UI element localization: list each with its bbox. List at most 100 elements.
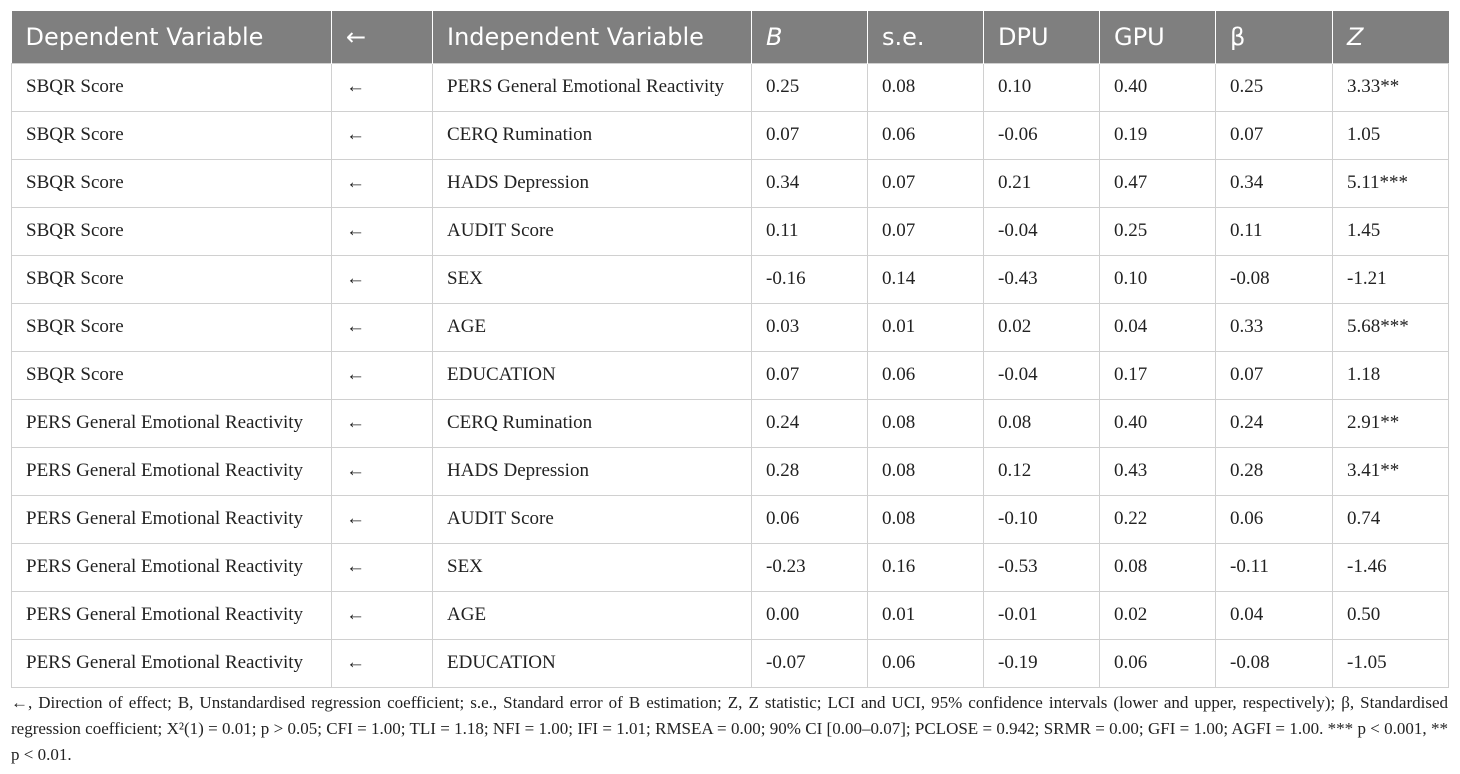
cell-gpu: 0.10 [1099,254,1216,304]
cell-dpu: -0.43 [983,254,1100,304]
cell-b: -0.16 [751,254,868,304]
cell-beta: 0.33 [1215,302,1333,352]
cell-se: 0.07 [867,158,984,208]
cell-beta: 0.34 [1215,158,1333,208]
cell-beta: 0.07 [1215,110,1333,160]
header-gpu: GPU [1099,11,1216,63]
header-dpu: DPU [983,11,1100,63]
header-beta: β [1215,11,1333,63]
cell-se: 0.08 [867,62,984,112]
cell-direction-arrow: ← [331,398,433,448]
cell-beta: 0.11 [1215,206,1333,256]
cell-b: -0.07 [751,638,868,688]
cell-dependent-variable: SBQR Score [11,254,332,304]
cell-gpu: 0.17 [1099,350,1216,400]
table-row: PERS General Emotional Reactivity ← AGE 0.0… [11,590,1449,640]
cell-direction-arrow: ← [331,590,433,640]
cell-beta: 0.04 [1215,590,1333,640]
cell-gpu: 0.43 [1099,446,1216,496]
table-row: SBQR Score ← EDUCATION 0.07 0.06 -0.04 0.17 0.0… [11,350,1449,400]
header-se: s.e. [867,11,984,63]
cell-dependent-variable: PERS General Emotional Reactivity [11,494,332,544]
regression-table-container: Dependent Variable ← Independent Variable B… [11,11,1449,688]
cell-dpu: -0.06 [983,110,1100,160]
table-row: SBQR Score ← AGE 0.03 0.01 0.02 0.04 0.33 5.68**… [11,302,1449,352]
cell-se: 0.07 [867,206,984,256]
cell-se: 0.16 [867,542,984,592]
cell-se: 0.06 [867,350,984,400]
cell-direction-arrow: ← [331,542,433,592]
cell-z: 0.50 [1332,590,1449,640]
cell-dpu: -0.10 [983,494,1100,544]
cell-direction-arrow: ← [331,350,433,400]
cell-b: 0.34 [751,158,868,208]
cell-b: 0.07 [751,350,868,400]
cell-beta: 0.24 [1215,398,1333,448]
cell-z: 1.18 [1332,350,1449,400]
cell-dpu: -0.04 [983,206,1100,256]
cell-b: 0.00 [751,590,868,640]
cell-z: -1.21 [1332,254,1449,304]
cell-dependent-variable: SBQR Score [11,110,332,160]
table-row: PERS General Emotional Reactivity ← SEX -0.… [11,542,1449,592]
cell-gpu: 0.04 [1099,302,1216,352]
cell-z: -1.46 [1332,542,1449,592]
table-row: SBQR Score ← PERS General Emotional Reacti… [11,62,1449,112]
table-header: Dependent Variable ← Independent Variable B… [11,11,1449,63]
cell-dependent-variable: PERS General Emotional Reactivity [11,590,332,640]
cell-b: 0.25 [751,62,868,112]
cell-gpu: 0.19 [1099,110,1216,160]
cell-dependent-variable: PERS General Emotional Reactivity [11,542,332,592]
cell-z: 5.11*** [1332,158,1449,208]
header-direction-arrow: ← [331,11,433,63]
cell-independent-variable: SEX [432,542,752,592]
cell-b: 0.28 [751,446,868,496]
cell-z: 3.41** [1332,446,1449,496]
cell-direction-arrow: ← [331,446,433,496]
cell-beta: 0.25 [1215,62,1333,112]
cell-dpu: -0.53 [983,542,1100,592]
cell-dpu: 0.21 [983,158,1100,208]
cell-b: 0.03 [751,302,868,352]
header-b: B [751,11,868,63]
cell-se: 0.06 [867,110,984,160]
cell-independent-variable: AUDIT Score [432,206,752,256]
table-row: PERS General Emotional Reactivity ← EDUCAT… [11,638,1449,688]
cell-z: 1.45 [1332,206,1449,256]
cell-dependent-variable: SBQR Score [11,302,332,352]
cell-dpu: -0.01 [983,590,1100,640]
cell-independent-variable: EDUCATION [432,350,752,400]
cell-gpu: 0.25 [1099,206,1216,256]
cell-gpu: 0.47 [1099,158,1216,208]
cell-gpu: 0.02 [1099,590,1216,640]
cell-b: 0.24 [751,398,868,448]
cell-dependent-variable: SBQR Score [11,206,332,256]
header-z: Z [1332,11,1449,63]
cell-dpu: 0.02 [983,302,1100,352]
cell-se: 0.08 [867,494,984,544]
cell-dependent-variable: PERS General Emotional Reactivity [11,398,332,448]
cell-dpu: 0.10 [983,62,1100,112]
cell-gpu: 0.40 [1099,62,1216,112]
cell-se: 0.01 [867,302,984,352]
cell-independent-variable: AUDIT Score [432,494,752,544]
cell-direction-arrow: ← [331,206,433,256]
header-independent-variable: Independent Variable [432,11,752,63]
cell-direction-arrow: ← [331,110,433,160]
cell-gpu: 0.40 [1099,398,1216,448]
cell-dependent-variable: SBQR Score [11,158,332,208]
cell-beta: 0.07 [1215,350,1333,400]
cell-direction-arrow: ← [331,158,433,208]
cell-se: 0.08 [867,398,984,448]
cell-beta: -0.11 [1215,542,1333,592]
cell-direction-arrow: ← [331,638,433,688]
table-row: SBQR Score ← CERQ Rumination 0.07 0.06 -0.06 0… [11,110,1449,160]
cell-direction-arrow: ← [331,254,433,304]
table-body: SBQR Score ← PERS General Emotional Reacti… [11,62,1449,688]
cell-z: -1.05 [1332,638,1449,688]
table-row: SBQR Score ← HADS Depression 0.34 0.07 0.21 0.… [11,158,1449,208]
cell-se: 0.06 [867,638,984,688]
cell-dpu: 0.08 [983,398,1100,448]
table-footnote: ←, Direction of effect; B, Unstandardise… [11,693,1448,764]
cell-dependent-variable: SBQR Score [11,350,332,400]
